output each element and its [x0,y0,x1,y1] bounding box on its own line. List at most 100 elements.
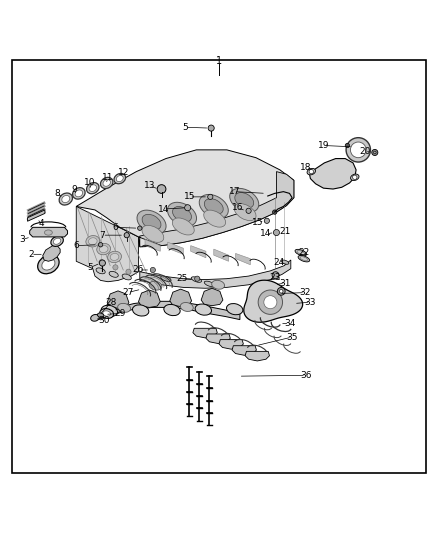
Ellipse shape [100,309,113,318]
Circle shape [372,149,378,156]
Ellipse shape [42,259,55,270]
Ellipse shape [282,260,289,264]
Ellipse shape [59,193,72,205]
Text: 15: 15 [184,192,195,201]
Circle shape [346,138,371,162]
Text: 32: 32 [300,288,311,297]
Ellipse shape [38,255,59,274]
Ellipse shape [212,280,225,289]
Ellipse shape [300,257,307,261]
Circle shape [185,205,191,211]
Ellipse shape [161,276,171,281]
Ellipse shape [137,210,166,234]
Circle shape [99,260,106,266]
Circle shape [246,208,251,213]
Circle shape [309,169,314,174]
Ellipse shape [298,255,310,262]
Polygon shape [138,290,160,308]
Ellipse shape [117,175,123,182]
Polygon shape [30,228,67,237]
Circle shape [99,260,104,265]
Polygon shape [193,328,217,338]
Ellipse shape [191,277,201,282]
Ellipse shape [53,238,61,244]
Ellipse shape [45,230,52,235]
Text: 23: 23 [269,273,280,282]
Polygon shape [191,246,206,258]
Ellipse shape [101,305,117,317]
Circle shape [350,142,366,158]
Polygon shape [138,172,294,247]
Text: 15: 15 [252,217,264,227]
Text: 9: 9 [72,184,78,193]
Polygon shape [145,239,160,251]
Polygon shape [244,280,303,322]
Ellipse shape [114,173,126,184]
Ellipse shape [297,251,304,255]
Ellipse shape [235,192,254,208]
Polygon shape [76,206,138,282]
Ellipse shape [173,206,191,222]
Ellipse shape [195,304,212,315]
Circle shape [353,175,357,180]
Text: 29: 29 [114,309,125,318]
Ellipse shape [62,196,70,203]
Circle shape [264,218,269,223]
Circle shape [157,184,166,193]
Ellipse shape [142,225,164,243]
Polygon shape [214,249,229,261]
Text: 3: 3 [19,235,25,244]
Ellipse shape [99,246,108,253]
Ellipse shape [87,183,99,193]
Circle shape [277,287,285,295]
Text: 27: 27 [122,288,133,297]
Text: 22: 22 [298,248,310,257]
Circle shape [279,289,283,293]
Text: 10: 10 [84,179,95,188]
Polygon shape [206,334,230,344]
Polygon shape [76,150,294,247]
Ellipse shape [97,244,110,255]
Ellipse shape [109,271,118,277]
Text: 6: 6 [74,241,79,250]
Ellipse shape [204,281,215,287]
Ellipse shape [89,185,96,191]
Circle shape [272,272,279,279]
Polygon shape [236,254,251,265]
Text: 5: 5 [88,263,93,272]
Text: 14: 14 [158,205,169,214]
Text: 28: 28 [106,298,117,306]
Circle shape [345,143,350,148]
Circle shape [113,265,118,270]
Circle shape [264,296,277,309]
Circle shape [208,125,214,131]
Circle shape [99,243,103,247]
Text: 35: 35 [286,333,298,342]
Ellipse shape [73,188,85,199]
Ellipse shape [230,188,259,212]
Circle shape [126,269,131,274]
Ellipse shape [91,314,99,321]
Text: 4: 4 [39,220,44,228]
Circle shape [194,276,200,281]
Ellipse shape [295,249,307,256]
Circle shape [374,151,376,154]
Text: 12: 12 [118,168,130,177]
Text: 33: 33 [305,298,316,306]
Polygon shape [310,158,356,189]
Polygon shape [219,340,244,349]
Text: 36: 36 [300,371,312,380]
Ellipse shape [307,168,315,175]
Text: 16: 16 [232,203,243,212]
Ellipse shape [234,204,256,221]
Circle shape [124,232,129,238]
Polygon shape [43,246,60,261]
Polygon shape [232,346,256,356]
Text: 6: 6 [113,223,118,232]
Ellipse shape [142,214,161,230]
Text: 11: 11 [102,173,114,182]
Text: 24: 24 [273,257,285,266]
Ellipse shape [100,177,113,189]
Text: 7: 7 [99,231,105,240]
Circle shape [273,230,279,236]
